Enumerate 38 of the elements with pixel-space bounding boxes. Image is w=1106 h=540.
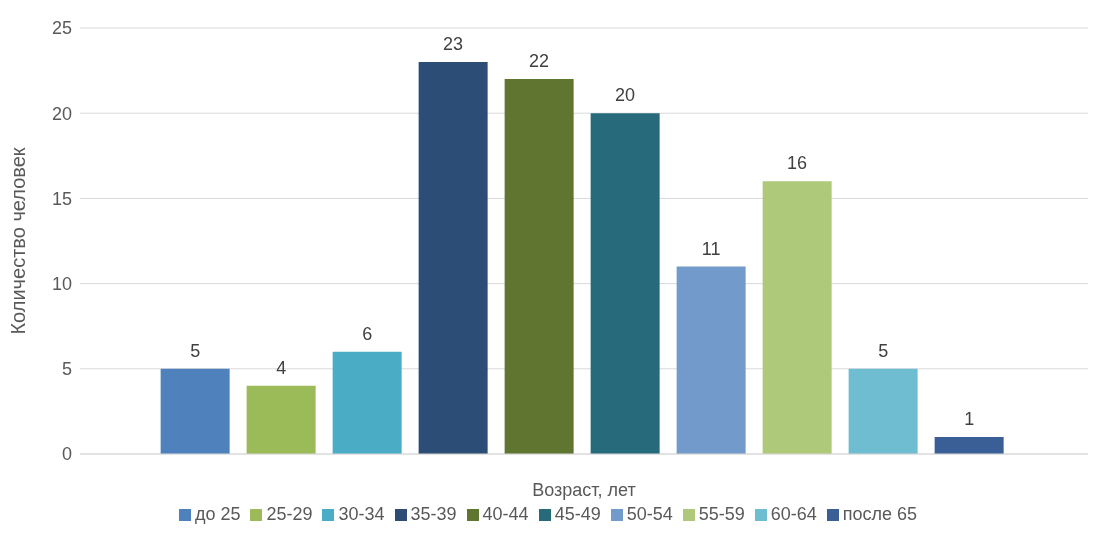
legend-label: после 65: [842, 504, 918, 524]
bar: [934, 436, 1004, 454]
data-label: 6: [362, 323, 373, 344]
y-tick-label: 20: [51, 103, 72, 124]
data-label: 23: [443, 34, 464, 55]
legend-label: 60-64: [770, 504, 817, 524]
data-label: 16: [787, 153, 808, 174]
legend-label: 55-59: [698, 504, 745, 524]
bar: [332, 351, 402, 454]
bar: [848, 368, 918, 454]
x-axis-title: Возраст, лет: [532, 480, 636, 500]
bar: [676, 266, 746, 454]
bar: [762, 181, 832, 454]
data-label: 5: [190, 340, 201, 361]
data-label: 20: [615, 85, 636, 106]
y-tick-label: 5: [61, 359, 72, 380]
data-label: 11: [701, 238, 721, 259]
legend-label: 40-44: [482, 504, 529, 524]
data-label: 5: [878, 340, 889, 361]
data-label: 4: [276, 357, 287, 378]
bar: [246, 385, 316, 454]
legend-label: 50-54: [626, 504, 673, 524]
bar: [418, 62, 488, 454]
bar: [590, 113, 660, 454]
bar: [160, 368, 230, 454]
legend-label: до 25: [194, 504, 241, 524]
data-label: 22: [529, 51, 550, 72]
bar: [504, 79, 574, 454]
legend-label: 35-39: [410, 504, 457, 524]
legend-label: 45-49: [554, 504, 601, 524]
data-label: 1: [964, 408, 975, 429]
y-tick-label: 0: [61, 444, 72, 465]
y-tick-label: 25: [51, 18, 72, 39]
legend-label: 25-29: [266, 504, 313, 524]
y-tick-label: 10: [51, 273, 72, 294]
y-axis-title: Количество человек: [7, 147, 30, 335]
legend-label: 30-34: [338, 504, 385, 524]
y-tick-label: 15: [51, 188, 72, 209]
